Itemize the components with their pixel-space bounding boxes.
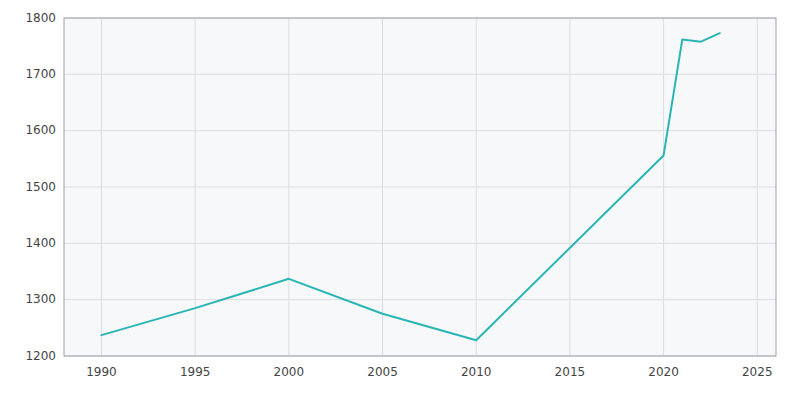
- x-tick-label: 2015: [555, 365, 586, 379]
- y-tick-label: 1600: [25, 123, 56, 137]
- plot-frame: [64, 18, 776, 356]
- x-grid-line: [569, 18, 570, 356]
- axes: 1200 1300 1400 1500 1600 1700 1800 1990 1995 2000…: [25, 11, 776, 380]
- y-grid-line: [64, 130, 776, 131]
- series-group: [101, 33, 719, 340]
- y-tick-label: 1200: [25, 349, 56, 363]
- x-tick-label: 1990: [86, 365, 117, 379]
- page: {"chart_data": {"type": "line", "x": [19…: [0, 0, 800, 400]
- y-grid-line: [64, 299, 776, 300]
- chart-svg: 1200 1300 1400 1500 1600 1700 1800 1990 1995 2000…: [0, 0, 800, 400]
- y-tick-label: 1700: [25, 67, 56, 81]
- x-grid-line: [288, 18, 289, 356]
- x-tick-label: 2000: [274, 365, 305, 379]
- x-grid-line: [195, 18, 196, 356]
- x-grid-line: [757, 18, 758, 356]
- grid: [64, 18, 776, 356]
- x-grid-line: [476, 18, 477, 356]
- x-tick-label: 1995: [180, 365, 211, 379]
- plot-area: [64, 18, 776, 356]
- x-tick-label: 2005: [367, 365, 398, 379]
- data-line: [101, 33, 719, 340]
- chart-container: 1200 1300 1400 1500 1600 1700 1800 1990 1995 2000…: [0, 0, 800, 400]
- y-tick-label: 1300: [25, 292, 56, 306]
- x-grid-line: [382, 18, 383, 356]
- y-tick-label: 1500: [25, 180, 56, 194]
- y-grid-line: [64, 243, 776, 244]
- y-tick-label: 1800: [25, 11, 56, 25]
- y-grid-line: [64, 187, 776, 188]
- x-grid-line: [663, 18, 664, 356]
- x-tick-label: 2020: [648, 365, 679, 379]
- x-grid-line: [101, 18, 102, 356]
- y-grid-line: [64, 74, 776, 75]
- x-tick-label: 2010: [461, 365, 492, 379]
- y-tick-label: 1400: [25, 236, 56, 250]
- x-tick-label: 2025: [742, 365, 773, 379]
